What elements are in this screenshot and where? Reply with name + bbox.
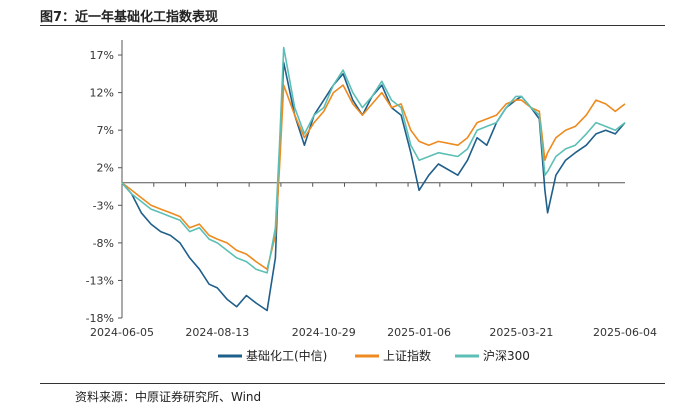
x-tick-label: 2024-10-29 bbox=[292, 326, 356, 339]
source-rule bbox=[40, 383, 665, 384]
figure-title: 图7：近一年基础化工指数表现 bbox=[40, 10, 219, 25]
chart-legend: 基础化工(中信) 上证指数 沪深300 bbox=[218, 348, 530, 363]
y-tick-label: 12% bbox=[90, 87, 114, 100]
x-tick-label: 2025-01-06 bbox=[387, 326, 451, 339]
y-tick-label: -8% bbox=[93, 237, 114, 250]
x-tick-label: 2025-06-04 bbox=[593, 326, 657, 339]
chart-series bbox=[121, 46, 626, 312]
y-tick-label: 17% bbox=[90, 49, 114, 62]
y-tick-label: -13% bbox=[86, 274, 114, 287]
y-tick-label: 7% bbox=[97, 124, 114, 137]
y-tick-label: -3% bbox=[93, 199, 114, 212]
y-tick-label: 2% bbox=[97, 162, 114, 175]
legend-label-2: 上证指数 bbox=[383, 348, 431, 363]
y-axis-ticks: 17% 12% 7% 2% -3% -8% -13% -18% bbox=[86, 49, 122, 325]
legend-label-3: 沪深300 bbox=[483, 349, 530, 363]
x-axis-ticks: 2024-06-05 2024-08-13 2024-10-29 2025-01-06… bbox=[90, 182, 657, 339]
x-tick-label: 2024-06-05 bbox=[90, 326, 154, 339]
chart-axes bbox=[121, 40, 625, 318]
x-tick-label: 2025-03-21 bbox=[489, 326, 553, 339]
title-rule bbox=[40, 25, 665, 26]
y-tick-label: -18% bbox=[86, 312, 114, 325]
source-note: 资料来源：中原证券研究所、Wind bbox=[75, 390, 262, 404]
series-line-2 bbox=[121, 84, 626, 271]
legend-label-1: 基础化工(中信) bbox=[246, 348, 327, 363]
series-line-1 bbox=[121, 61, 626, 312]
x-tick-label: 2024-08-13 bbox=[185, 326, 249, 339]
series-line-3 bbox=[121, 46, 626, 274]
